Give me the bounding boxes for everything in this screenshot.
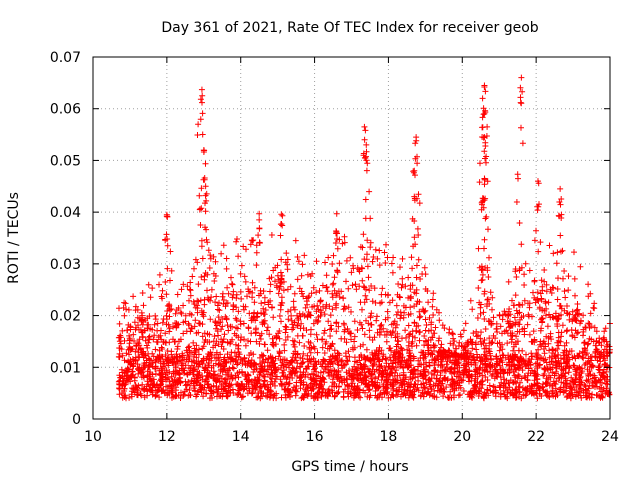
roti-peak-point bbox=[479, 95, 486, 102]
axes: 10 12 14 16 18 20 22 24 0 0.01 0.02 0.03 0.04 0.05 0.0… bbox=[50, 50, 619, 445]
roti-peak-point bbox=[481, 82, 488, 89]
roti-peak-point bbox=[278, 211, 285, 218]
roti-peak-point bbox=[198, 86, 205, 93]
y-axis-label: ROTI / TECUs bbox=[6, 192, 22, 284]
chart-title: Day 361 of 2021, Rate Of TEC Index for r… bbox=[161, 20, 538, 36]
x-tick-label: 22 bbox=[527, 429, 545, 445]
x-tick-label: 18 bbox=[380, 429, 398, 445]
y-tick-label: 0.01 bbox=[50, 360, 81, 376]
roti-peak-point bbox=[200, 147, 207, 154]
roti-peak-point bbox=[518, 74, 525, 81]
x-tick-label: 10 bbox=[84, 429, 102, 445]
y-tick-label: 0 bbox=[72, 412, 81, 428]
roti-peak-point bbox=[411, 167, 418, 174]
y-tick-label: 0.07 bbox=[50, 50, 81, 66]
roti-peak-point bbox=[557, 185, 564, 192]
roti-peak-point bbox=[333, 210, 340, 217]
roti-peak-point bbox=[163, 211, 170, 218]
y-tick-label: 0.04 bbox=[50, 205, 81, 221]
x-tick-label: 24 bbox=[601, 429, 619, 445]
roti-peak-point bbox=[256, 210, 263, 217]
x-axis-label: GPS time / hours bbox=[291, 459, 408, 475]
y-tick-label: 0.02 bbox=[50, 309, 81, 325]
data-points bbox=[115, 74, 613, 402]
roti-peak-point bbox=[413, 134, 420, 141]
roti-peak-point bbox=[534, 178, 541, 185]
x-tick-label: 14 bbox=[232, 429, 250, 445]
y-tick-label: 0.05 bbox=[50, 153, 81, 169]
y-tick-label: 0.03 bbox=[50, 257, 81, 273]
y-tick-label: 0.06 bbox=[50, 102, 81, 118]
roti-peak-point bbox=[481, 175, 488, 182]
roti-point-markers bbox=[115, 84, 613, 402]
roti-peak-point bbox=[481, 134, 488, 141]
x-tick-label: 20 bbox=[453, 429, 471, 445]
roti-peak-point bbox=[363, 141, 370, 148]
roti-peak-point bbox=[361, 123, 368, 130]
x-tick-label: 16 bbox=[306, 429, 324, 445]
roti-peak-point bbox=[202, 183, 209, 190]
plot-frame bbox=[92, 56, 611, 420]
x-tick-label: 12 bbox=[158, 429, 176, 445]
